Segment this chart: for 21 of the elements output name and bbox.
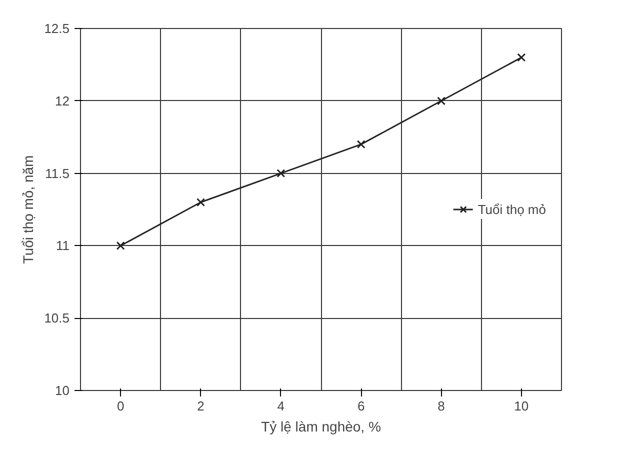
- y-tick-label: 10.5: [44, 310, 70, 326]
- point: [436, 96, 446, 106]
- x-tick-label: 0: [116, 398, 124, 414]
- point: [356, 140, 366, 149]
- y-axis-title: Tuổi thọ mỏ, năm: [20, 155, 36, 264]
- point: [196, 198, 206, 207]
- x-tick-label: 6: [357, 398, 365, 414]
- point: [116, 241, 125, 250]
- y-tick-label: 11: [56, 238, 70, 254]
- x-tick-label: 2: [197, 398, 204, 414]
- x-tick-label: 8: [438, 398, 445, 414]
- y-tick-label: 11.5: [45, 166, 70, 181]
- point: [517, 53, 526, 62]
- y-tick-label: 12.5: [44, 21, 70, 36]
- legend-label: Tuổi thọ mỏ: [478, 202, 546, 216]
- y-tick-label: 12: [55, 93, 70, 108]
- y-tick-label: 10: [55, 383, 70, 398]
- x-tick-label: 4: [277, 398, 285, 414]
- x-tick-label: 10: [514, 398, 529, 414]
- x-axis-title: Tỷ lệ làm nghèo, %: [261, 418, 381, 434]
- point: [276, 169, 286, 178]
